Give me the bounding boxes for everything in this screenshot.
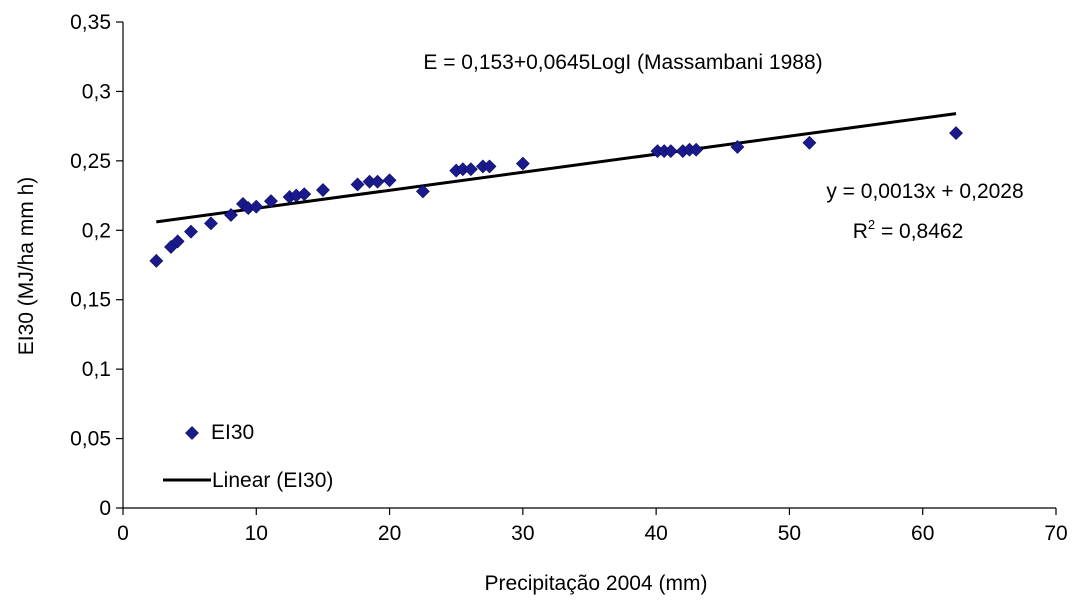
x-tick-label: 20 <box>378 522 401 545</box>
r-squared-value: = 0,8462 <box>875 220 963 243</box>
x-tick-label: 70 <box>1044 522 1067 545</box>
y-tick-label: 0,35 <box>70 11 111 34</box>
y-tick-label: 0,05 <box>70 428 111 451</box>
data-point <box>515 156 530 171</box>
y-tick-label: 0,25 <box>70 150 111 173</box>
data-point <box>249 199 264 214</box>
model-annotation: E = 0,153+0,0645LogI (Massambani 1988) <box>423 51 822 74</box>
legend-label-linear: Linear (EI30) <box>212 469 333 492</box>
data-points <box>149 126 963 268</box>
x-axis-ticks: 0 10 20 30 40 50 60 70 <box>117 508 1068 545</box>
r-squared-label: R <box>853 220 868 243</box>
r-squared-superscript: 2 <box>868 217 875 232</box>
regression-equation: y = 0,0013x + 0,2028 <box>826 180 1023 203</box>
data-point <box>224 208 238 222</box>
data-point <box>730 140 745 154</box>
data-point <box>264 194 278 209</box>
y-tick-label: 0 <box>99 497 111 520</box>
data-point <box>149 253 164 268</box>
x-tick-label: 40 <box>644 522 667 545</box>
r-squared: R2 = 0,8462 <box>853 217 964 243</box>
x-tick-label: 30 <box>511 522 534 545</box>
data-point <box>689 142 704 157</box>
trend-line <box>156 112 957 224</box>
data-point <box>316 183 330 197</box>
legend: EI30 Linear (EI30) <box>163 421 333 492</box>
data-point <box>482 159 497 174</box>
data-point <box>184 224 198 239</box>
data-point <box>949 126 963 141</box>
x-tick-label: 0 <box>117 522 129 545</box>
data-point <box>370 174 385 189</box>
data-point <box>802 135 817 150</box>
x-tick-label: 60 <box>911 522 934 545</box>
y-axis-ticks: 0 0,05 0,1 0,15 0,2 0,25 0,3 0,35 <box>70 11 123 520</box>
x-tick-label: 10 <box>245 522 268 545</box>
y-axis-title: EI30 (MJ/ha mm h) <box>15 177 38 356</box>
y-tick-label: 0,1 <box>82 358 111 381</box>
data-point <box>170 234 185 249</box>
x-axis-title: Precipitação 2004 (mm) <box>485 572 708 595</box>
y-tick-label: 0,2 <box>82 219 111 242</box>
x-tick-label: 50 <box>778 522 801 545</box>
y-tick-label: 0,15 <box>70 289 111 312</box>
legend-label-ei30: EI30 <box>211 421 254 444</box>
y-tick-label: 0,3 <box>82 80 111 103</box>
data-point <box>204 216 218 231</box>
data-point <box>463 162 478 177</box>
data-point <box>350 177 365 192</box>
legend-marker-ei30 <box>185 426 199 440</box>
data-point <box>382 173 397 188</box>
data-point <box>415 184 430 199</box>
data-point <box>297 187 312 202</box>
data-point <box>663 144 678 159</box>
